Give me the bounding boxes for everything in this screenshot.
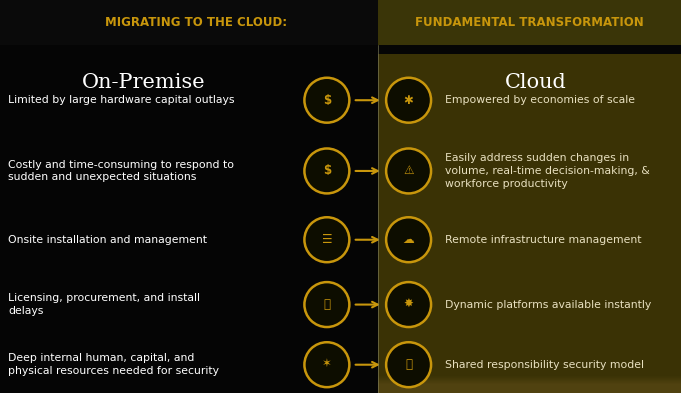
Ellipse shape [304, 342, 349, 387]
Text: ☁: ☁ [402, 233, 415, 246]
Bar [378, 349, 681, 383]
Bar [378, 202, 681, 380]
Bar [378, 184, 681, 379]
Text: FUNDAMENTAL TRANSFORMATION: FUNDAMENTAL TRANSFORMATION [415, 16, 644, 29]
Text: Licensing, procurement, and install
delays: Licensing, procurement, and install dela… [8, 293, 200, 316]
Text: On-Premise: On-Premise [82, 73, 206, 92]
Text: ✸: ✸ [404, 298, 413, 311]
Bar [378, 132, 681, 378]
Bar [378, 115, 681, 377]
Ellipse shape [386, 78, 431, 123]
Bar [378, 106, 681, 377]
Text: Costly and time-consuming to respond to
sudden and unexpected situations: Costly and time-consuming to respond to … [8, 160, 234, 182]
Bar [378, 123, 681, 378]
Bar [378, 0, 681, 45]
Text: ✶: ✶ [322, 358, 332, 371]
Bar [378, 71, 681, 376]
Bar [378, 376, 681, 384]
Text: ✱: ✱ [404, 94, 413, 107]
Text: Limited by large hardware capital outlays: Limited by large hardware capital outlay… [8, 95, 235, 105]
Text: Empowered by economies of scale: Empowered by economies of scale [445, 95, 635, 105]
Bar [378, 306, 681, 382]
Bar [378, 367, 681, 384]
Bar [378, 210, 681, 380]
Bar [378, 358, 681, 384]
Bar [378, 271, 681, 381]
Ellipse shape [304, 282, 349, 327]
Text: $: $ [323, 94, 331, 107]
Bar [378, 219, 681, 380]
Bar [378, 97, 681, 377]
Bar [378, 237, 681, 380]
Text: Onsite installation and management: Onsite installation and management [8, 235, 207, 245]
Ellipse shape [304, 217, 349, 262]
Bar [378, 141, 681, 378]
Text: MIGRATING TO THE CLOUD:: MIGRATING TO THE CLOUD: [106, 16, 287, 29]
Bar [378, 323, 681, 382]
Text: Shared responsibility security model: Shared responsibility security model [445, 360, 644, 370]
Text: 🔒: 🔒 [405, 358, 412, 371]
Ellipse shape [386, 282, 431, 327]
Bar [378, 89, 681, 377]
Text: Dynamic platforms available instantly: Dynamic platforms available instantly [445, 299, 651, 310]
Text: Easily address sudden changes in
volume, real-time decision-making, &
workforce : Easily address sudden changes in volume,… [445, 153, 650, 189]
Bar [378, 149, 681, 378]
Bar [378, 176, 681, 379]
Bar [378, 62, 681, 376]
Text: Remote infrastructure management: Remote infrastructure management [445, 235, 642, 245]
Text: Cloud: Cloud [505, 73, 567, 92]
Bar [378, 158, 681, 378]
Bar [378, 315, 681, 382]
Bar [378, 80, 681, 376]
Ellipse shape [386, 217, 431, 262]
Bar [378, 228, 681, 380]
Text: ⧖: ⧖ [323, 298, 330, 311]
Ellipse shape [386, 342, 431, 387]
Bar [378, 254, 681, 381]
Bar [378, 193, 681, 379]
Bar [378, 384, 681, 393]
Bar [378, 332, 681, 383]
Text: ⚠: ⚠ [403, 164, 414, 178]
Text: Deep internal human, capital, and
physical resources needed for security: Deep internal human, capital, and physic… [8, 353, 219, 376]
Ellipse shape [304, 149, 349, 193]
Text: ☰: ☰ [321, 233, 332, 246]
Ellipse shape [386, 149, 431, 193]
Bar [378, 298, 681, 382]
Bar [378, 167, 681, 378]
Bar [378, 341, 681, 383]
Bar [378, 54, 681, 376]
Ellipse shape [304, 78, 349, 123]
Bar [0, 0, 378, 45]
Bar [378, 280, 681, 382]
Text: $: $ [323, 164, 331, 178]
Bar [378, 263, 681, 381]
Bar [378, 245, 681, 380]
Bar [378, 288, 681, 382]
